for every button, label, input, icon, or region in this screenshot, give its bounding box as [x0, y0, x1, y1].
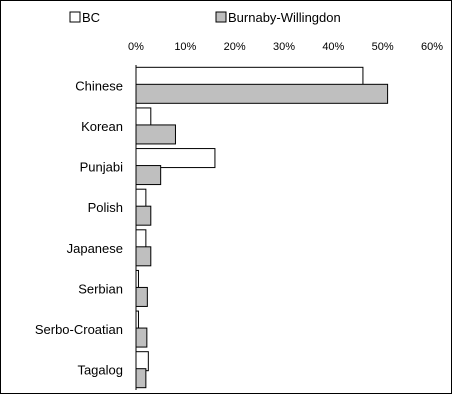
category-label-polish: Polish [88, 200, 123, 215]
x-tick-label-50: 50% [372, 41, 394, 53]
bar-burnaby-willingdon-tagalog [135, 368, 147, 389]
bar-bc-japanese [135, 229, 147, 250]
x-tick-label-60: 60% [421, 41, 443, 53]
bars [135, 66, 389, 389]
legend-swatch-bc [69, 11, 81, 23]
bar-bc-punjabi [135, 148, 216, 169]
x-tick-label-30: 30% [273, 41, 295, 53]
category-label-japanese: Japanese [67, 241, 123, 256]
legend: BC Burnaby-Willingdon [69, 10, 341, 25]
bar-burnaby-willingdon-polish [135, 205, 152, 226]
legend-swatch-burnaby-willingdon [215, 11, 227, 23]
legend-item-bc: BC [69, 10, 100, 25]
x-tick-label-40: 40% [322, 41, 344, 53]
legend-item-burnaby-willingdon: Burnaby-Willingdon [215, 10, 341, 25]
category-label-korean: Korean [81, 119, 123, 134]
bar-bc-tagalog [135, 351, 149, 372]
category-label-serbo-croatian: Serbo-Croatian [35, 322, 123, 337]
bar-bc-chinese [135, 66, 364, 87]
bar-burnaby-willingdon-serbian [135, 286, 148, 307]
bar-burnaby-willingdon-serbo-croatian [135, 327, 148, 348]
x-tick-label-10: 10% [174, 41, 196, 53]
bar-burnaby-willingdon-chinese [135, 83, 389, 104]
x-tick-label-0: 0% [128, 41, 144, 53]
x-tick-label-20: 20% [224, 41, 246, 53]
bar-burnaby-willingdon-japanese [135, 246, 152, 267]
category-label-punjabi: Punjabi [80, 160, 123, 175]
bar-bc-polish [135, 188, 147, 209]
category-label-serbian: Serbian [78, 281, 123, 296]
category-label-tagalog: Tagalog [77, 363, 123, 378]
category-labels: Chinese Korean Punjabi Polish Japanese Serbia… [35, 78, 123, 377]
x-axis-ticks: 0% 10% 20% 30% 40% 50% 60% [128, 41, 443, 53]
bar-burnaby-willingdon-punjabi [135, 165, 162, 186]
legend-label-burnaby-willingdon: Burnaby-Willingdon [228, 10, 341, 25]
legend-label-bc: BC [82, 10, 100, 25]
category-label-chinese: Chinese [75, 78, 123, 93]
bar-bc-korean [135, 107, 152, 128]
bar-burnaby-willingdon-korean [135, 124, 176, 145]
